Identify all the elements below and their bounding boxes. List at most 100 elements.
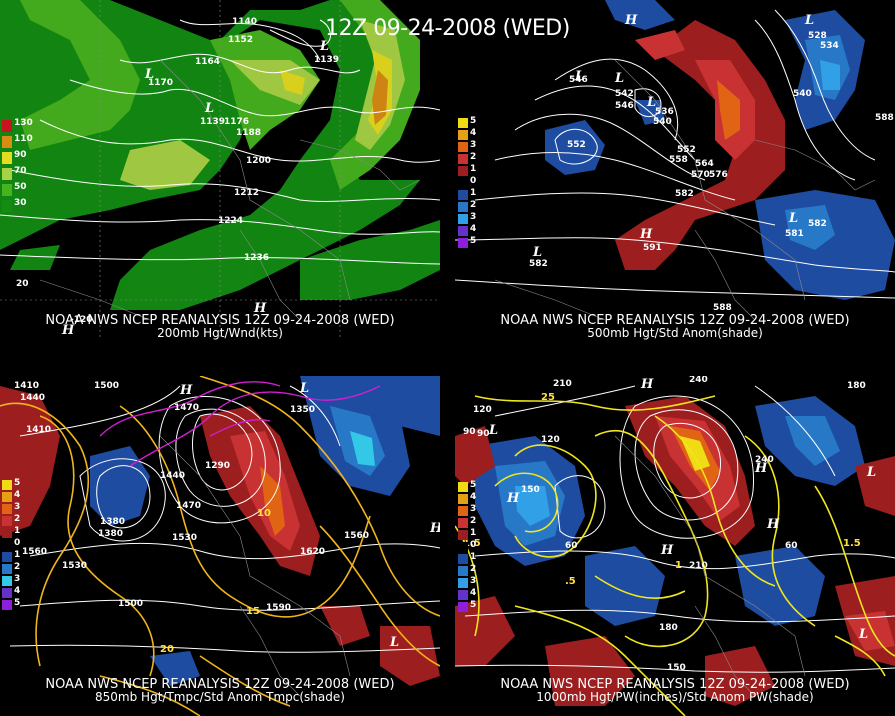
svg-text:H: H [61,323,75,338]
caption-850mb: NOAA NWS NCEP REANALYSIS 12Z 09-24-2008 … [0,678,440,704]
contour-label: 1380 [98,529,123,539]
contour-label: 546 [569,75,588,85]
svg-text:H: H [766,517,780,532]
map-1000mb: 210 240 180 120 90 60 150 1.5 1 .5 25 1.… [455,376,895,716]
caption-500mb: NOAA NWS NCEP REANALYSIS 12Z 09-24-2008 … [455,314,895,340]
contour-label: 180 [847,381,866,391]
contour-label: 564 [695,159,714,169]
legend-row: 3 [2,502,48,514]
main-title: 12Z 09-24-2008 (WED) [325,16,570,41]
contour-label: 1188 [236,128,261,138]
contour-label: 1410 [26,425,51,435]
legend-row: 2 [2,562,48,574]
contour-label: 1 [675,560,682,571]
legend-row: 5 [458,600,504,612]
contour-label: 240 [689,376,708,385]
panel-850mb: 1410 1440 1500 1470 1380 1350 1290 1530 … [0,376,440,716]
legend-row: 0 [458,176,504,188]
legend-row: 70 [2,166,48,182]
contour-label: 1440 [20,393,45,403]
contour-label: 1410 [14,381,39,391]
contour-label: 10 [257,508,271,519]
legend-row: 2 [2,514,48,526]
contour-label: 90 [463,427,476,437]
legend-row: 5 [2,478,48,490]
contour-label: 1176 [224,117,249,127]
contour-label: 1290 [205,461,230,471]
legend-row: 4 [2,490,48,502]
contour-label: 1170 [148,78,173,88]
caption-line1: NOAA NWS NCEP REANALYSIS 12Z 09-24-2008 … [45,313,395,328]
contour-label: 1620 [300,547,325,557]
legend-row: 4 [458,224,504,236]
caption-200mb: NOAA NWS NCEP REANALYSIS 12Z 09-24-2008 … [0,314,440,340]
svg-text:L: L [144,67,154,82]
contour-label: 20 [16,279,29,289]
svg-text:H: H [506,491,520,506]
height-contours [9,385,440,653]
contour-label: 546 [615,101,634,111]
contour-label: 1470 [174,403,199,413]
caption-line2: 200mb Hgt/Wnd(kts) [157,326,283,340]
contour-labels: 1140 1152 1164 1170 1176 1188 1200 1212 … [16,17,339,325]
svg-text:L: L [532,245,542,260]
legend-500mb: 5 4 3 2 1 0 1 2 3 4 5 [458,116,504,248]
svg-text:L: L [646,95,656,110]
legend-row: 5 [2,598,48,610]
contour-label: 1212 [234,188,259,198]
map-200mb: 1140 1152 1164 1170 1176 1188 1200 1212 … [0,0,440,340]
contour-label: 540 [793,89,812,99]
height-contours [0,19,440,265]
svg-text:L: L [804,13,814,28]
legend-row: 110 [2,134,48,150]
contour-label: 1200 [246,156,271,166]
caption-line2: 500mb Hgt/Std Anom(shade) [587,326,763,340]
svg-text:L: L [319,39,329,54]
contour-label: 120 [473,405,492,415]
contour-label: 1530 [172,533,197,543]
contour-label: 1139 [314,55,339,65]
legend-row: 50 [2,182,48,198]
legend-1000mb: 5 4 3 2 1 0 1 2 3 4 5 [458,480,504,612]
contour-labels: 1410 1440 1500 1470 1380 1350 1290 1530 … [14,381,369,655]
panel-500mb: 528 534 540 546 552 558 564 570 576 582 … [455,0,895,340]
anomaly-contours [99,381,381,467]
contour-label: 1500 [118,599,143,609]
legend-row: 3 [458,140,504,152]
contour-label: 1350 [290,405,315,415]
contour-label: 1224 [218,216,243,226]
contour-label: 1152 [228,35,253,45]
svg-text:L: L [788,211,798,226]
contour-label: 1164 [195,57,220,67]
contour-label: 25 [541,392,555,403]
contour-label: 540 [653,117,672,127]
height-contours [455,9,895,299]
contour-label: 1440 [160,471,185,481]
svg-text:H: H [754,461,768,476]
legend-row: 3 [458,504,504,516]
contour-label: 210 [553,379,572,389]
svg-text:H: H [429,521,440,536]
legend-row: 2 [458,516,504,528]
legend-row: 5 [458,480,504,492]
legend-850mb: 5 4 3 2 1 0 1 2 3 4 5 [2,478,48,610]
contour-label: 1590 [266,603,291,613]
legend-row: 3 [458,212,504,224]
contour-label: 1.5 [843,538,861,549]
anomaly-shading [545,0,895,300]
contour-label: 1560 [22,547,47,557]
contour-label: 558 [669,155,688,165]
contour-label: 20 [160,644,174,655]
contour-label: 1140 [232,17,257,27]
svg-text:L: L [299,381,309,396]
contour-label: 180 [659,623,678,633]
anomaly-shading [455,396,895,706]
legend-row: 1 [2,550,48,562]
legend-row: 4 [458,588,504,600]
contour-label: 528 [808,31,827,41]
svg-text:H: H [639,227,653,242]
anomaly-shading [0,376,440,686]
contour-label: 60 [565,541,578,551]
svg-text:L: L [866,465,876,480]
map-850mb: 1410 1440 1500 1470 1380 1350 1290 1530 … [0,376,440,716]
